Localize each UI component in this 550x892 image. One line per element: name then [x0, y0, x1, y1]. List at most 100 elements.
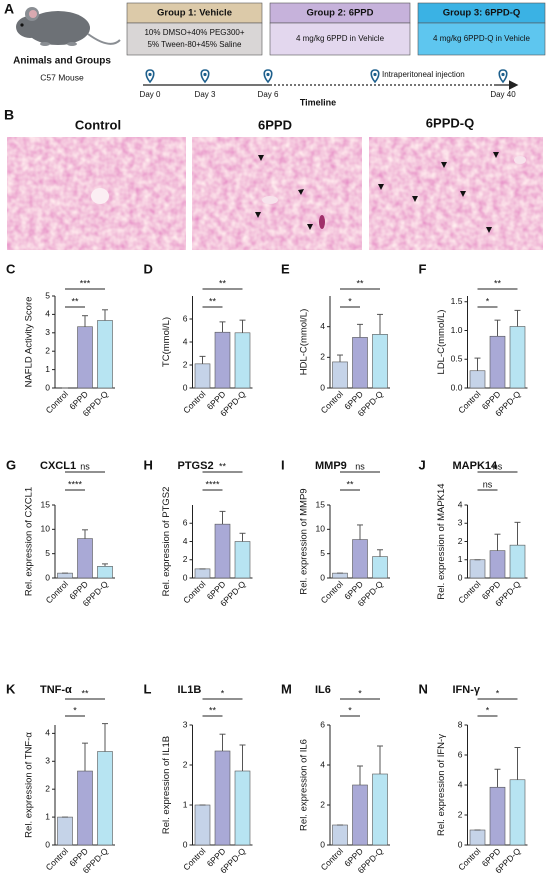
bar: [214, 523, 231, 579]
y-tick-label: 2: [45, 345, 50, 355]
y-tick-label: 1.0: [451, 325, 463, 335]
panel-letter: K: [6, 681, 16, 696]
y-tick-label: 0.0: [451, 382, 463, 392]
panel-letter: B: [4, 107, 14, 123]
significance-label: ***: [80, 278, 91, 288]
y-tick-label: 10: [316, 524, 326, 534]
y-axis-label: Rel. expression of TNF-α: [24, 732, 35, 838]
chart-title: IL6: [315, 684, 331, 696]
y-tick-label: 5: [320, 548, 325, 558]
significance-label: *: [358, 688, 362, 698]
significance-label: **: [81, 688, 89, 698]
histology-image: [192, 137, 362, 250]
mouse-icon: [16, 7, 121, 46]
pin-dot: [501, 72, 505, 77]
y-tick-label: 0: [458, 839, 463, 849]
bar: [234, 332, 251, 389]
y-tick-label: 4: [458, 499, 463, 509]
chart-title: MMP9: [315, 460, 347, 472]
significance-label: ns: [355, 461, 365, 471]
bar: [489, 786, 506, 846]
image-label: Control: [75, 117, 121, 132]
bar: [97, 751, 113, 846]
y-tick-label: 2: [458, 809, 463, 819]
y-axis-label: Rel. expression of IL6: [299, 739, 310, 831]
bar: [332, 572, 348, 579]
significance-label: ****: [68, 479, 83, 489]
x-tick-label: Control: [319, 579, 346, 606]
x-tick-label: Control: [456, 579, 483, 606]
bar: [97, 566, 113, 579]
significance-label: *: [73, 705, 77, 715]
day-label: Day 0: [140, 90, 161, 99]
bar: [97, 320, 113, 389]
y-axis-label: LDL-C(mmol/L): [436, 310, 447, 375]
bar: [469, 559, 486, 579]
x-tick-label: Control: [44, 579, 71, 606]
bar: [77, 326, 93, 389]
significance-label: *: [486, 705, 490, 715]
significance-label: **: [346, 479, 354, 489]
bar: [77, 770, 93, 846]
panel-letter: H: [144, 457, 153, 472]
bar: [489, 335, 506, 389]
pin-dot: [373, 72, 377, 77]
y-tick-label: 8: [458, 719, 463, 729]
significance-label: **: [219, 461, 227, 471]
x-tick-label: Control: [181, 846, 208, 873]
x-tick-label: Control: [181, 579, 208, 606]
bar: [332, 824, 348, 846]
group-text: 4 mg/kg 6PPD-Q in Vehicle: [433, 34, 530, 43]
y-axis-label: Rel. expression of IL1B: [161, 736, 172, 834]
y-tick-label: 5: [45, 548, 50, 558]
y-tick-label: 15: [41, 499, 51, 509]
significance-label: ns: [483, 479, 493, 489]
y-tick-label: 1: [45, 364, 50, 374]
significance-label: **: [219, 278, 227, 288]
bar: [77, 538, 93, 579]
panel-letter: G: [6, 457, 16, 472]
y-tick-label: 4: [45, 309, 50, 319]
group-text: 5% Tween-80+45% Saline: [148, 40, 242, 49]
y-axis-label: NAFLD Activity Score: [24, 297, 35, 388]
bar: [194, 568, 211, 579]
significance-label: *: [221, 688, 225, 698]
y-tick-label: 6: [458, 749, 463, 759]
day-label: Day 40: [490, 90, 516, 99]
y-tick-label: 2: [45, 783, 50, 793]
panel-letter: L: [144, 681, 152, 696]
bar: [509, 544, 526, 579]
bar: [489, 550, 506, 579]
bar: [332, 361, 348, 389]
significance-label: **: [209, 705, 217, 715]
y-tick-label: 2: [320, 352, 325, 362]
y-tick-label: 6: [320, 719, 325, 729]
group-text: 10% DMSO+40% PEG300+: [144, 28, 244, 37]
chart-title: TNF-α: [40, 684, 72, 696]
significance-label: **: [71, 296, 79, 306]
bar: [372, 773, 388, 846]
bar: [469, 370, 486, 389]
y-tick-label: 2: [183, 759, 188, 769]
x-tick-label: Control: [319, 389, 346, 416]
bar: [194, 363, 211, 389]
y-axis-label: Rel. expression of IFN-γ: [436, 734, 447, 836]
bar: [352, 539, 368, 579]
significance-label: ns: [80, 461, 90, 471]
strain-label: C57 Mouse: [40, 72, 84, 82]
chart-title: IL1B: [178, 684, 202, 696]
bar: [234, 541, 251, 579]
bar: [234, 770, 251, 846]
y-tick-label: 1: [458, 554, 463, 564]
day-label: Day 6: [258, 90, 279, 99]
group-title: Group 2: 6PPD: [306, 8, 373, 19]
chart-title: MAPK14: [453, 460, 499, 472]
bar: [194, 804, 211, 846]
chart-title: CXCL1: [40, 460, 76, 472]
y-tick-label: 6: [183, 518, 188, 528]
y-axis-label: Rel. expression of MMP9: [299, 488, 310, 594]
panel-letter: E: [281, 261, 290, 276]
y-tick-label: 15: [316, 499, 326, 509]
significance-label: **: [356, 278, 364, 288]
x-tick-label: Control: [456, 389, 483, 416]
